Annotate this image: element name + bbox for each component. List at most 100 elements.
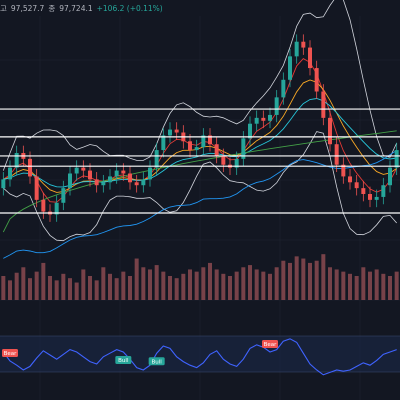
candle-body[interactable] bbox=[394, 150, 399, 168]
volume-bars bbox=[1, 254, 399, 300]
candle-body[interactable] bbox=[354, 182, 359, 189]
candle-body[interactable] bbox=[274, 97, 279, 115]
candle-body[interactable] bbox=[128, 173, 132, 183]
volume-bar bbox=[301, 258, 306, 300]
candle-body[interactable] bbox=[141, 179, 146, 186]
volume-bar bbox=[328, 267, 332, 300]
rsi-band bbox=[0, 336, 400, 372]
candle-body[interactable] bbox=[388, 167, 392, 186]
candle-body[interactable] bbox=[201, 135, 206, 148]
volume-bar bbox=[294, 256, 299, 300]
volume-bar bbox=[54, 280, 59, 300]
candle-body[interactable] bbox=[261, 117, 266, 121]
candle-body[interactable] bbox=[114, 170, 119, 177]
candle-body[interactable] bbox=[94, 179, 99, 186]
candle-body[interactable] bbox=[168, 129, 172, 136]
candle-body[interactable] bbox=[81, 167, 86, 171]
tag-label: Bull bbox=[118, 358, 129, 364]
candle-body[interactable] bbox=[248, 123, 252, 139]
candle-body[interactable] bbox=[14, 153, 19, 168]
volume-bar bbox=[261, 271, 266, 300]
candle-body[interactable] bbox=[268, 114, 272, 121]
candle-body[interactable] bbox=[108, 176, 112, 183]
bull-tag: Bull bbox=[115, 356, 132, 364]
candle-body[interactable] bbox=[208, 135, 212, 145]
candle-body[interactable] bbox=[381, 185, 386, 197]
candle-body[interactable] bbox=[214, 144, 219, 156]
candle-body[interactable] bbox=[294, 41, 299, 57]
candle-body[interactable] bbox=[154, 150, 159, 168]
volume-bar bbox=[221, 273, 226, 300]
volume-bar bbox=[68, 278, 72, 300]
candle-body[interactable] bbox=[341, 164, 346, 177]
volume-bar bbox=[88, 276, 92, 300]
candle-body[interactable] bbox=[161, 135, 166, 151]
ema-mid-line bbox=[3, 79, 397, 193]
candle-body[interactable] bbox=[68, 173, 72, 189]
volume-bar bbox=[268, 273, 272, 300]
candle-body[interactable] bbox=[101, 182, 106, 186]
bull-tag: Bull bbox=[148, 357, 165, 366]
volume-bar bbox=[214, 269, 219, 300]
volume-bar bbox=[248, 265, 252, 300]
candle-body[interactable] bbox=[174, 129, 179, 133]
volume-bar bbox=[81, 269, 86, 300]
candle-body[interactable] bbox=[148, 167, 152, 180]
candle-body[interactable] bbox=[1, 179, 6, 189]
candle-body[interactable] bbox=[74, 167, 79, 174]
candle-body[interactable] bbox=[234, 158, 239, 168]
candle-body[interactable] bbox=[88, 170, 92, 180]
volume-bar bbox=[108, 273, 112, 300]
rsi-panel bbox=[2, 338, 397, 376]
candle-body[interactable] bbox=[121, 170, 126, 174]
tag-box bbox=[148, 357, 165, 366]
high-value: 97,527.7 bbox=[10, 3, 45, 13]
volume-bar bbox=[208, 262, 212, 300]
price-levels bbox=[0, 108, 400, 214]
ema-long-line bbox=[3, 150, 397, 259]
volume-bar bbox=[308, 262, 312, 300]
candle-body[interactable] bbox=[61, 188, 66, 203]
tag-box bbox=[2, 349, 18, 357]
candle-body[interactable] bbox=[374, 196, 379, 200]
candlesticks[interactable] bbox=[1, 34, 399, 222]
candle-body[interactable] bbox=[8, 167, 12, 180]
candle-body[interactable] bbox=[28, 158, 32, 177]
candle-body[interactable] bbox=[314, 68, 319, 92]
candle-body[interactable] bbox=[348, 176, 352, 183]
signal-tags: Bear Bull Bull Bear bbox=[2, 340, 278, 365]
candle-body[interactable] bbox=[328, 117, 332, 145]
candle-body[interactable] bbox=[221, 155, 226, 165]
candle-body[interactable] bbox=[334, 144, 339, 165]
candle-body[interactable] bbox=[54, 202, 59, 215]
candle-body[interactable] bbox=[301, 41, 306, 48]
tag-label: Bear bbox=[264, 342, 278, 348]
candle-body[interactable] bbox=[34, 176, 39, 200]
candle-body[interactable] bbox=[41, 199, 46, 212]
candle-body[interactable] bbox=[188, 141, 192, 151]
volume-bar bbox=[288, 262, 292, 300]
volume-bar bbox=[174, 278, 179, 300]
volume-bar bbox=[188, 269, 192, 300]
candle-body[interactable] bbox=[288, 56, 292, 80]
volume-bar bbox=[281, 260, 286, 300]
candle-body[interactable] bbox=[281, 79, 286, 98]
volume-bar bbox=[134, 258, 139, 300]
volume-bar bbox=[41, 262, 46, 300]
candle-body[interactable] bbox=[254, 117, 259, 124]
volume-bar bbox=[234, 271, 239, 300]
candle-body[interactable] bbox=[134, 182, 139, 186]
candle-body[interactable] bbox=[194, 147, 199, 151]
volume-bar bbox=[141, 267, 146, 300]
candle-body[interactable] bbox=[361, 188, 366, 194]
candle-body[interactable] bbox=[321, 91, 326, 118]
volume-bar bbox=[334, 269, 339, 300]
candle-body[interactable] bbox=[368, 194, 372, 200]
candle-body[interactable] bbox=[241, 138, 246, 159]
ohlc-header: 고 97,527.7 종 97,724.1 +106.2 (+0.11%) bbox=[0, 0, 163, 16]
candle-body[interactable] bbox=[308, 47, 312, 69]
volume-bar bbox=[8, 280, 12, 300]
rsi-line bbox=[2, 338, 397, 376]
